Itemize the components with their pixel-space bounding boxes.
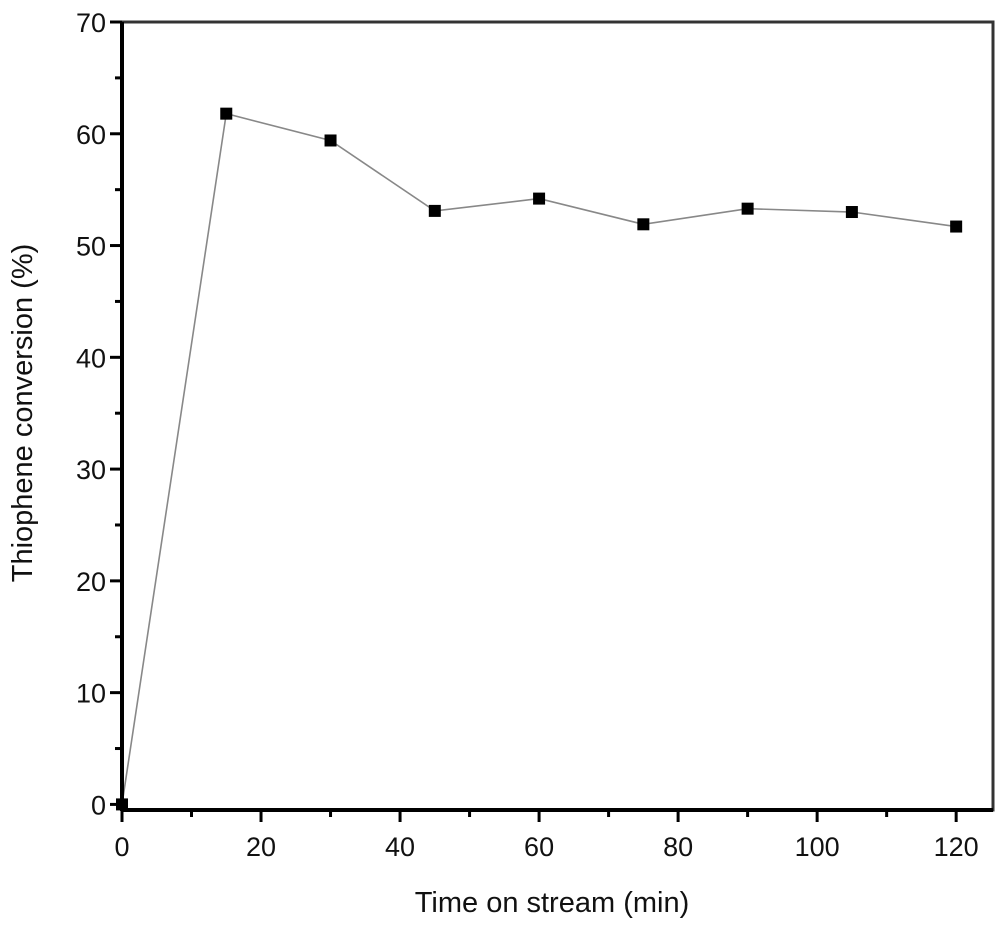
x-tick-label: 20: [246, 832, 276, 862]
x-tick-label: 60: [524, 832, 554, 862]
y-tick-label: 20: [76, 567, 106, 597]
data-point: [533, 192, 546, 205]
data-point: [428, 204, 441, 217]
x-tick-label: 100: [795, 832, 840, 862]
y-tick-label: 70: [76, 8, 106, 38]
data-point: [324, 134, 337, 147]
plot-frame: [120, 20, 995, 812]
y-axis-title: Thiophene conversion (%): [7, 244, 39, 583]
y-tick-label: 0: [91, 790, 106, 820]
x-axis-title: Time on stream (min): [415, 887, 689, 919]
chart-marks: [116, 107, 963, 811]
data-point: [845, 206, 858, 219]
x-tick-label: 0: [114, 832, 129, 862]
y-tick-label: 50: [76, 232, 106, 262]
y-tick-label: 60: [76, 120, 106, 150]
data-point: [950, 220, 963, 233]
x-tick-label: 120: [934, 832, 979, 862]
series-line: [121, 112, 957, 805]
data-point: [220, 107, 233, 120]
x-tick-label: 80: [663, 832, 693, 862]
y-tick-label: 30: [76, 455, 106, 485]
axis-ticks: 0 20 40 60 80 100 120 0 10 20 30 40 50 60 70: [76, 8, 993, 862]
data-point: [637, 218, 650, 231]
y-tick-label: 40: [76, 343, 106, 373]
y-tick-label: 10: [76, 679, 106, 709]
x-tick-label: 40: [385, 832, 415, 862]
data-point: [741, 202, 754, 215]
